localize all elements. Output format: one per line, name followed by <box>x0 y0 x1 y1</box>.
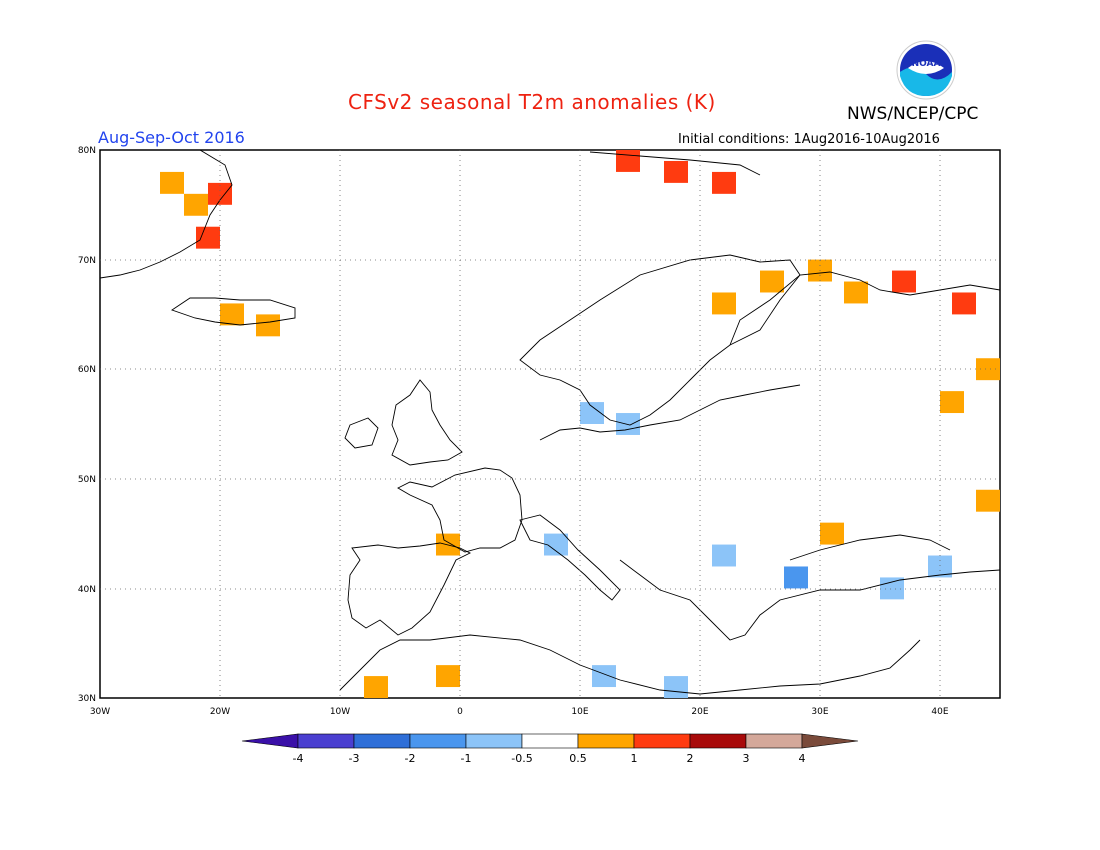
anomaly-cell <box>712 171 736 194</box>
legend-swatch <box>409 733 467 749</box>
anomaly-cell <box>976 489 1000 512</box>
legend-label: 4 <box>799 752 806 765</box>
legend-swatch <box>241 733 299 749</box>
legend-label: -1 <box>461 752 472 765</box>
legend-label: -2 <box>405 752 416 765</box>
coastlines <box>99 149 1001 695</box>
anomaly-cell <box>760 270 784 293</box>
anomaly-cell <box>592 665 616 688</box>
anomaly-cell <box>844 281 868 304</box>
lat-tick: 40N <box>78 585 96 595</box>
anomaly-cell <box>580 402 604 424</box>
legend-label: -0.5 <box>511 752 532 765</box>
anomaly-cell <box>712 544 736 567</box>
lon-tick: 30W <box>90 707 110 717</box>
anomaly-cell <box>256 314 280 337</box>
legend-swatch <box>633 733 691 749</box>
legend-label: -4 <box>293 752 304 765</box>
anomaly-cell <box>820 522 844 545</box>
agency-label: NWS/NCEP/CPC <box>847 104 979 124</box>
anomaly-cell <box>976 358 1000 381</box>
lat-tick: 60N <box>78 365 96 375</box>
lat-tick: 80N <box>78 146 96 156</box>
anomaly-cell <box>364 676 388 698</box>
legend-label: 0.5 <box>569 752 587 765</box>
anomaly-cell <box>616 150 640 172</box>
lon-tick: 20W <box>210 707 230 717</box>
lon-tick: 30E <box>811 707 828 717</box>
legend-swatch <box>577 733 635 749</box>
noaa-logo-icon: NOAA <box>896 40 956 100</box>
svg-text:NOAA: NOAA <box>912 59 941 69</box>
lon-tick: 10W <box>330 707 350 717</box>
legend-swatch <box>465 733 523 749</box>
anomaly-cell <box>880 577 904 600</box>
season-label: Aug-Sep-Oct 2016 <box>98 128 245 147</box>
anomaly-cell <box>196 226 220 249</box>
legend-label: 2 <box>687 752 694 765</box>
initial-conditions-label: Initial conditions: 1Aug2016-10Aug2016 <box>678 132 940 147</box>
anomaly-cell <box>220 303 244 326</box>
anomaly-cell <box>940 391 964 414</box>
legend-swatch <box>745 733 803 749</box>
map-frame <box>99 149 1001 699</box>
legend-swatch <box>689 733 747 749</box>
anomaly-cell <box>712 292 736 315</box>
anomaly-cell <box>436 665 460 688</box>
anomaly-cell <box>664 676 688 698</box>
legend-label: 3 <box>743 752 750 765</box>
anomaly-cell <box>928 555 952 578</box>
lon-tick: 10E <box>571 707 588 717</box>
lat-tick: 50N <box>78 475 96 485</box>
legend-swatch <box>801 733 859 749</box>
anomaly-cell <box>892 270 916 293</box>
anomaly-cell <box>784 566 808 589</box>
legend-swatch <box>353 733 411 749</box>
lon-tick: 20E <box>691 707 708 717</box>
anomaly-cell <box>664 160 688 183</box>
anomaly-cell <box>208 182 232 205</box>
chart-title: CFSv2 seasonal T2m anomalies (K) <box>348 90 716 114</box>
legend-swatch <box>521 733 579 749</box>
anomaly-cell <box>184 193 208 216</box>
anomaly-cell <box>160 171 184 194</box>
gridlines <box>100 150 1000 698</box>
color-scale-legend: -4 -3 -2 -1 -0.5 0.5 1 2 3 4 <box>241 733 859 765</box>
anomaly-cell <box>544 533 568 556</box>
lon-tick: 0 <box>457 707 463 717</box>
lat-tick: 30N <box>78 694 96 704</box>
legend-label: 1 <box>631 752 638 765</box>
lat-tick: 70N <box>78 256 96 266</box>
lon-tick: 40E <box>931 707 948 717</box>
legend-label: -3 <box>349 752 360 765</box>
anomaly-cell <box>616 413 640 435</box>
legend-swatch <box>297 733 355 749</box>
anomaly-cell <box>952 292 976 315</box>
